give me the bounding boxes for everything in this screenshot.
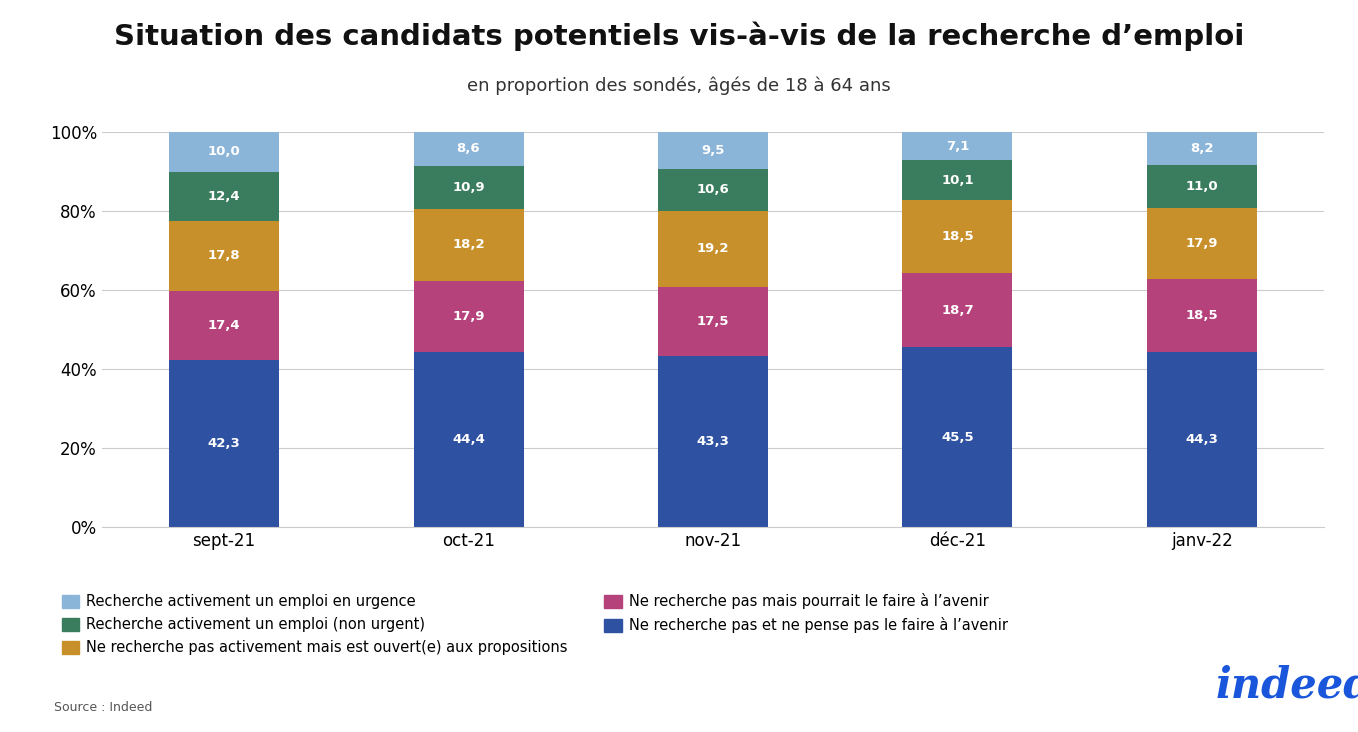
Bar [1146,165,1258,208]
Bar [168,360,278,527]
Text: 17,9: 17,9 [452,310,485,323]
Bar [1146,352,1258,527]
Bar [657,169,769,211]
Bar [168,132,278,172]
Text: 17,9: 17,9 [1186,237,1218,250]
Text: 18,7: 18,7 [941,304,974,317]
Text: 45,5: 45,5 [941,430,974,444]
Text: 10,9: 10,9 [452,181,485,194]
Text: 11,0: 11,0 [1186,180,1218,193]
Text: 44,3: 44,3 [1186,433,1218,446]
Text: 8,2: 8,2 [1190,142,1214,155]
Legend: Recherche activement un emploi en urgence, Recherche activement un emploi (non u: Recherche activement un emploi en urgenc… [61,593,1008,655]
Text: 17,8: 17,8 [208,250,240,262]
Text: 42,3: 42,3 [208,437,240,450]
Text: 18,5: 18,5 [941,230,974,243]
Bar [1146,279,1258,352]
Bar [903,347,1013,527]
Bar [168,221,278,291]
Text: 17,5: 17,5 [697,315,729,328]
Text: 9,5: 9,5 [701,143,725,157]
Bar [413,351,524,527]
Text: Situation des candidats potentiels vis-à-vis de la recherche d’emploi: Situation des candidats potentiels vis-à… [114,22,1244,51]
Bar [1146,132,1258,165]
Bar [903,160,1013,200]
Bar [413,281,524,351]
Bar [657,287,769,356]
Text: 12,4: 12,4 [208,190,240,203]
Text: 7,1: 7,1 [945,140,970,153]
Text: 44,4: 44,4 [452,433,485,446]
Text: 10,6: 10,6 [697,184,729,196]
Text: en proportion des sondés, âgés de 18 à 64 ans: en proportion des sondés, âgés de 18 à 6… [467,77,891,95]
Text: 18,5: 18,5 [1186,309,1218,322]
Bar [657,211,769,287]
Bar [168,172,278,221]
Text: 18,2: 18,2 [452,239,485,251]
Bar [657,356,769,527]
Text: 19,2: 19,2 [697,242,729,255]
Bar [413,165,524,209]
Text: 8,6: 8,6 [456,142,481,155]
Bar [413,209,524,281]
Bar [903,132,1013,160]
Bar [168,291,278,360]
Text: 10,1: 10,1 [941,173,974,187]
Bar [1146,208,1258,279]
Bar [903,273,1013,347]
Text: 10,0: 10,0 [208,146,240,158]
Text: indeed: indeed [1215,665,1358,706]
Text: 17,4: 17,4 [208,319,240,332]
Bar [903,200,1013,273]
Bar [413,132,524,165]
Text: 43,3: 43,3 [697,435,729,448]
Text: Source : Indeed: Source : Indeed [54,701,152,714]
Bar [657,131,769,169]
